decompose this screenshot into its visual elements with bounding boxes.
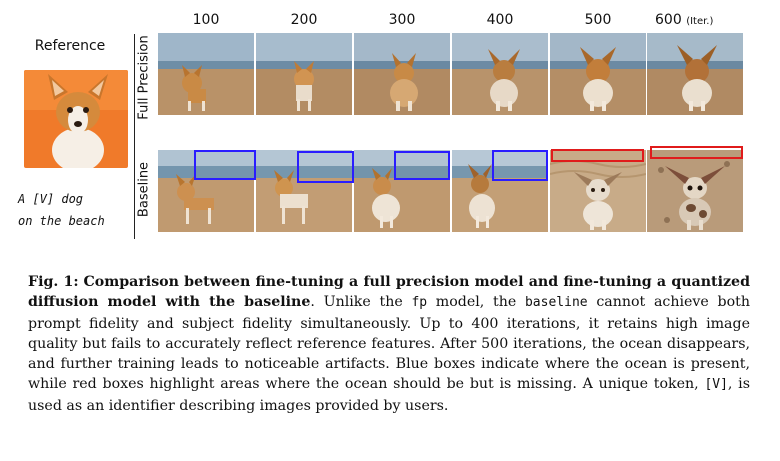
fp-image-300: [354, 33, 450, 115]
fp-image-500: [550, 33, 646, 115]
iter-label-400: 400: [486, 12, 514, 28]
iter-600-value: 600: [655, 12, 682, 28]
fp-image-200: [256, 33, 352, 115]
ocean-present-box-300: [394, 151, 450, 180]
caption-text-4: , is used as an identifier describing im…: [28, 376, 750, 414]
reference-image: [24, 70, 128, 168]
caption-code-baseline: baseline: [524, 295, 588, 311]
caption-text-2: model, the: [427, 294, 525, 311]
caption-bold-title: Comparison between fine-tuning a full pr…: [28, 274, 751, 311]
ocean-present-box-100: [194, 150, 256, 180]
baseline-image-100: [158, 150, 254, 232]
caption-text-3: cannot achieve both prompt fidelity and …: [28, 294, 751, 393]
iter-label-200: 200: [290, 12, 318, 28]
row-label-full-precision: Full Precision: [136, 35, 152, 120]
baseline-image-400: [452, 150, 548, 232]
prompt-text: A [V] dog on the beach: [18, 188, 128, 232]
caption-code-token: [V]: [704, 377, 728, 393]
fp-image-100: [158, 33, 254, 115]
iter-label-600: 600 (Iter.): [655, 12, 755, 28]
iter-label-300: 300: [388, 12, 416, 28]
prompt-line-2: on the beach: [18, 214, 105, 228]
ocean-present-box-200: [297, 151, 354, 183]
iter-label-500: 500: [584, 12, 612, 28]
row-label-baseline: Baseline: [136, 161, 152, 218]
figure-caption: Fig. 1: Comparison between fine-tuning a…: [28, 272, 750, 416]
fp-image-600: [647, 33, 743, 115]
prompt-line-1: A [V] dog: [18, 192, 84, 206]
fp-image-400: [452, 33, 548, 115]
ocean-missing-box-600: [650, 146, 743, 159]
baseline-image-300: [354, 150, 450, 232]
baseline-image-500: [550, 150, 646, 232]
reference-label: Reference: [34, 38, 106, 54]
baseline-image-200: [256, 150, 352, 232]
figure: Reference A [V] dog on the beach Fu: [18, 12, 755, 239]
ocean-missing-box-500: [551, 149, 644, 162]
iter-unit-label: (Iter.): [686, 16, 714, 27]
ocean-present-box-400: [492, 150, 548, 181]
caption-fig-label: Fig. 1:: [28, 274, 79, 290]
baseline-image-600: [647, 150, 743, 232]
caption-text-1: . Unlike the: [310, 294, 412, 311]
iter-label-100: 100: [192, 12, 220, 28]
caption-code-fp: fp: [411, 295, 428, 311]
divider-line: [134, 34, 135, 239]
